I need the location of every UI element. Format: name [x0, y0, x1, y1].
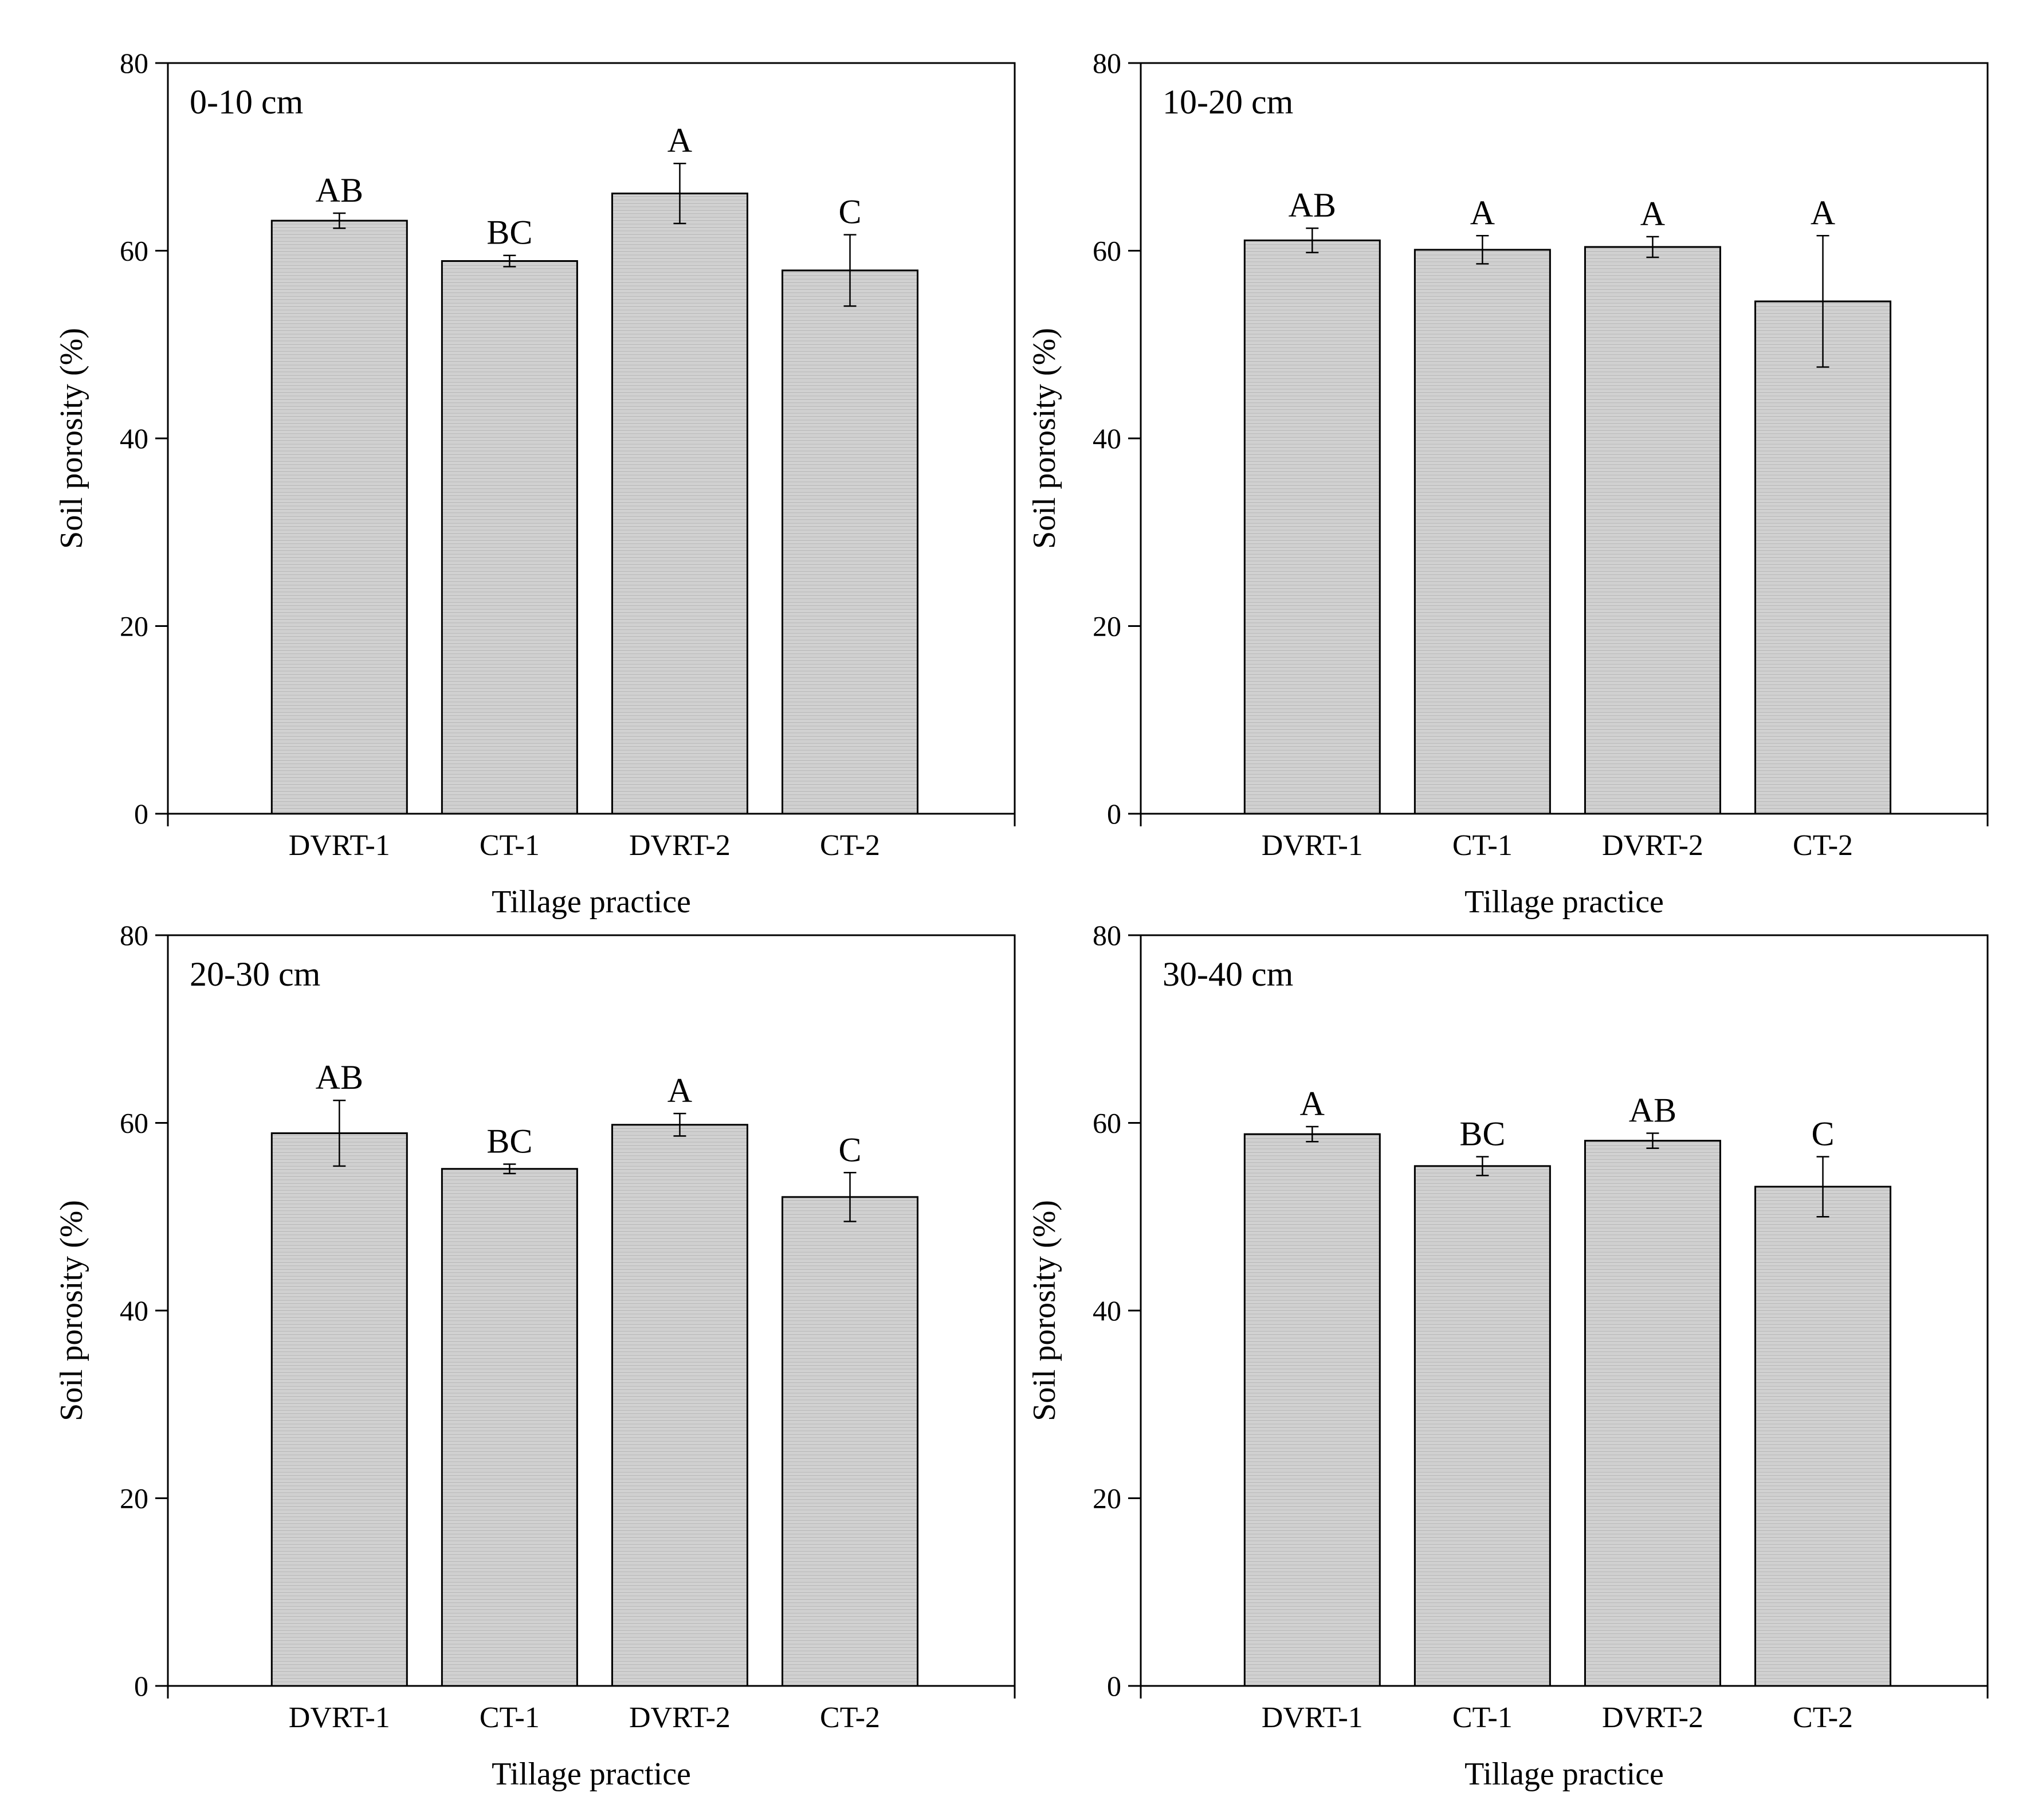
- panel-title: 10-20 cm: [1163, 83, 1293, 121]
- bar-ct-1: [1413, 249, 1551, 815]
- chart-panel-2: 0 20 40 60 80 AB DVRT-1 A CT-1 A DVRT-2 A CT-2 10-20 …: [1027, 47, 1989, 920]
- bar-ct-1: [441, 260, 578, 815]
- chart-panel-4: 0 20 40 60 80 A DVRT-1 BC CT-1 AB DVRT-2 C CT-2 30-40…: [1027, 919, 1989, 1792]
- significance-label: A: [667, 1072, 692, 1109]
- x-category-label: CT-1: [480, 1701, 540, 1734]
- x-category-label: DVRT-1: [1262, 1701, 1363, 1734]
- x-category-label: CT-2: [1793, 1701, 1853, 1734]
- y-tick-label: 20: [120, 1482, 148, 1515]
- panel-title: 0-10 cm: [190, 83, 303, 121]
- y-tick-label: 40: [120, 422, 148, 454]
- bar-dvrt-1: [270, 219, 408, 815]
- y-tick-label: 0: [1107, 798, 1121, 830]
- significance-label: AB: [1629, 1092, 1676, 1129]
- bar-dvrt-1: [1243, 1133, 1381, 1687]
- bar-ct-1: [1413, 1165, 1551, 1687]
- x-category-label: CT-1: [1452, 1701, 1513, 1734]
- bar-dvrt-2: [1584, 246, 1721, 815]
- y-axis-title: Soil porosity (%): [54, 328, 89, 549]
- y-tick-label: 80: [1093, 47, 1121, 79]
- x-category-label: DVRT-2: [629, 1701, 731, 1734]
- bar-dvrt-2: [611, 193, 748, 815]
- y-tick-label: 20: [1093, 1482, 1121, 1515]
- y-tick-label: 0: [134, 798, 148, 830]
- y-tick-label: 0: [134, 1670, 148, 1702]
- significance-label: BC: [1459, 1115, 1505, 1152]
- x-category-label: DVRT-2: [1602, 829, 1703, 862]
- x-category-label: CT-1: [1452, 829, 1513, 862]
- x-category-label: DVRT-2: [629, 829, 731, 862]
- bar-ct-2: [782, 1196, 919, 1687]
- bar-dvrt-2: [611, 1124, 748, 1687]
- significance-label: AB: [1289, 186, 1336, 224]
- significance-label: C: [839, 1131, 862, 1168]
- panel-title: 20-30 cm: [190, 955, 320, 993]
- y-tick-label: 20: [120, 610, 148, 642]
- bar-dvrt-1: [270, 1132, 408, 1687]
- bar-ct-1: [441, 1168, 578, 1687]
- significance-label: A: [667, 121, 692, 159]
- x-axis-title: Tillage practice: [1464, 1756, 1664, 1792]
- y-tick-label: 80: [120, 47, 148, 79]
- y-tick-label: 40: [1093, 1295, 1121, 1327]
- bar-dvrt-1: [1243, 239, 1381, 815]
- y-tick-label: 40: [120, 1295, 148, 1327]
- bar-ct-2: [1754, 300, 1892, 815]
- bar-ct-2: [1754, 1186, 1892, 1687]
- bar-dvrt-2: [1584, 1140, 1721, 1687]
- significance-label: BC: [486, 1123, 532, 1160]
- significance-label: AB: [316, 1058, 363, 1096]
- y-tick-label: 60: [1093, 235, 1121, 267]
- x-axis-title: Tillage practice: [492, 884, 691, 920]
- panel-title: 30-40 cm: [1163, 955, 1293, 993]
- x-category-label: CT-1: [480, 829, 540, 862]
- y-tick-label: 80: [1093, 919, 1121, 951]
- x-category-label: CT-2: [1793, 829, 1853, 862]
- y-tick-label: 20: [1093, 610, 1121, 642]
- y-tick-label: 0: [1107, 1670, 1121, 1702]
- y-tick-label: 60: [120, 1107, 148, 1139]
- significance-label: A: [1300, 1085, 1325, 1123]
- x-category-label: CT-2: [820, 1701, 880, 1734]
- x-category-label: DVRT-1: [289, 1701, 390, 1734]
- y-tick-label: 60: [120, 235, 148, 267]
- x-category-label: DVRT-1: [289, 829, 390, 862]
- significance-label: A: [1811, 194, 1835, 232]
- x-axis-title: Tillage practice: [492, 1756, 691, 1792]
- significance-label: C: [839, 193, 862, 231]
- y-axis-title: Soil porosity (%): [54, 1200, 89, 1421]
- significance-label: A: [1640, 195, 1665, 233]
- x-axis-title: Tillage practice: [1464, 884, 1664, 920]
- significance-label: BC: [486, 214, 532, 252]
- significance-label: C: [1812, 1115, 1835, 1152]
- y-axis-title: Soil porosity (%): [1027, 328, 1062, 549]
- x-category-label: CT-2: [820, 829, 880, 862]
- x-category-label: DVRT-2: [1602, 1701, 1703, 1734]
- chart-panel-3: 0 20 40 60 80 AB DVRT-1 BC CT-1 A DVRT-2 C CT-2 20-30…: [54, 919, 1016, 1792]
- y-axis-title: Soil porosity (%): [1027, 1200, 1062, 1421]
- y-tick-label: 60: [1093, 1107, 1121, 1139]
- significance-label: A: [1470, 194, 1495, 232]
- y-tick-label: 80: [120, 919, 148, 951]
- y-tick-label: 40: [1093, 422, 1121, 454]
- chart-panel-1: 0 20 40 60 80 AB DVRT-1 BC CT-1 A DVRT-2 C CT-2 0-10 …: [54, 47, 1016, 920]
- significance-label: AB: [316, 171, 363, 209]
- x-category-label: DVRT-1: [1262, 829, 1363, 862]
- bar-ct-2: [782, 269, 919, 815]
